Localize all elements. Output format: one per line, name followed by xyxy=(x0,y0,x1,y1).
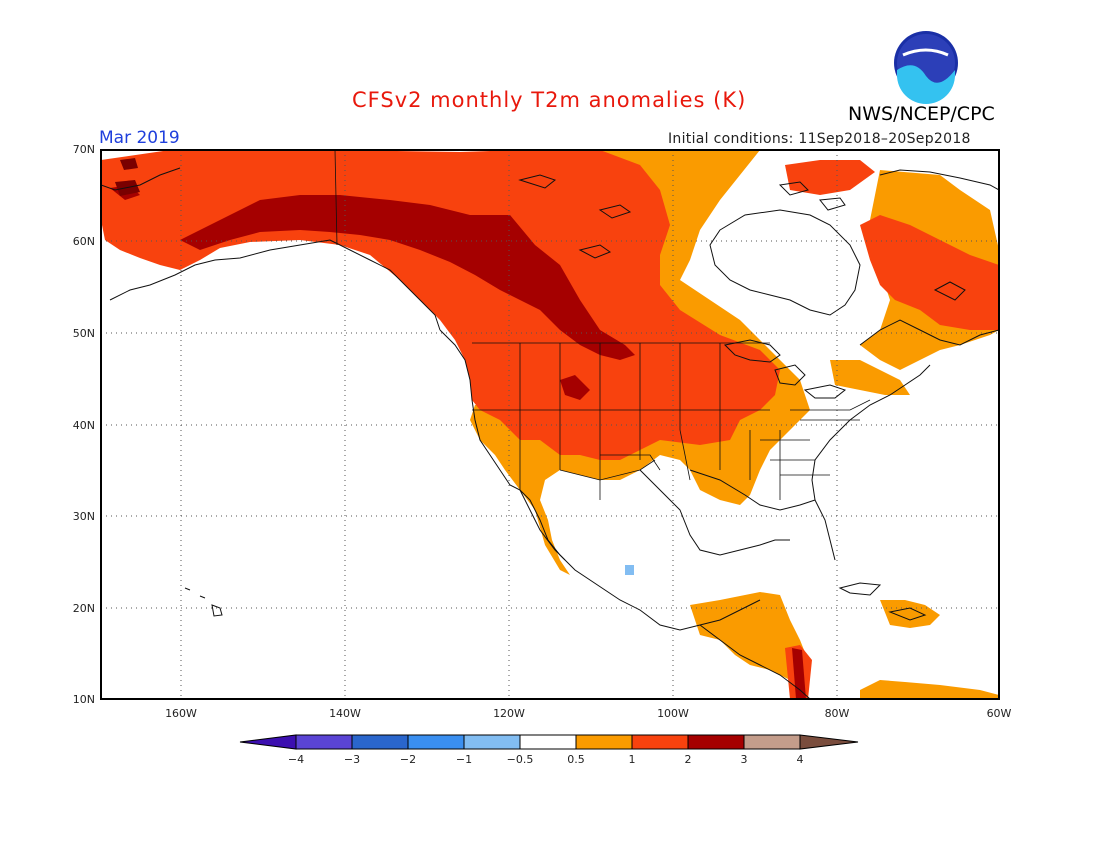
lon-label: 160W xyxy=(165,707,197,720)
lat-label: 50N xyxy=(72,327,95,340)
lat-label: 30N xyxy=(72,510,95,523)
colorbar-label: 4 xyxy=(796,753,804,766)
colorbar-swatch xyxy=(407,734,465,750)
lat-label: 70N xyxy=(72,143,95,156)
lon-label: 120W xyxy=(493,707,525,720)
colorbar-label: −4 xyxy=(287,753,305,766)
colorbar-swatch xyxy=(519,734,577,750)
agency-label: NWS/NCEP/CPC xyxy=(848,103,995,125)
anomaly-field xyxy=(101,150,999,699)
lon-label: 80W xyxy=(824,707,850,720)
colorbar-label: 3 xyxy=(740,753,748,766)
colorbar xyxy=(239,734,859,750)
political-borders xyxy=(334,150,871,500)
lat-label: 20N xyxy=(72,602,95,615)
anomaly-negative-spot xyxy=(625,565,634,575)
colorbar-label: −2 xyxy=(399,753,417,766)
initial-conditions: Initial conditions: 11Sep2018–20Sep2018 xyxy=(668,131,971,147)
colorbar-label: −0.5 xyxy=(506,753,534,766)
forecast-month: Mar 2019 xyxy=(99,128,180,148)
lat-label: 60N xyxy=(72,235,95,248)
colorbar-swatch xyxy=(351,734,409,750)
colorbar-swatch xyxy=(799,734,859,750)
colorbar-swatch xyxy=(743,734,801,750)
coastlines xyxy=(101,167,999,699)
colorbar-swatch xyxy=(239,734,297,750)
lon-label: 140W xyxy=(329,707,361,720)
lon-label: 60W xyxy=(986,707,1012,720)
colorbar-label: −1 xyxy=(455,753,473,766)
noaa-logo xyxy=(894,31,958,104)
colorbar-label: −3 xyxy=(343,753,361,766)
colorbar-label: 1 xyxy=(628,753,636,766)
colorbar-label: 2 xyxy=(684,753,692,766)
colorbar-swatch xyxy=(463,734,521,750)
map-title: CFSv2 monthly T2m anomalies (K) xyxy=(352,88,747,112)
colorbar-swatch xyxy=(295,734,353,750)
colorbar-swatch xyxy=(575,734,633,750)
lon-label: 100W xyxy=(657,707,689,720)
colorbar-swatch xyxy=(631,734,689,750)
colorbar-swatch xyxy=(687,734,745,750)
colorbar-label: 0.5 xyxy=(567,753,585,766)
lat-label: 10N xyxy=(72,693,95,706)
lat-label: 40N xyxy=(72,419,95,432)
map-frame xyxy=(100,149,1000,700)
